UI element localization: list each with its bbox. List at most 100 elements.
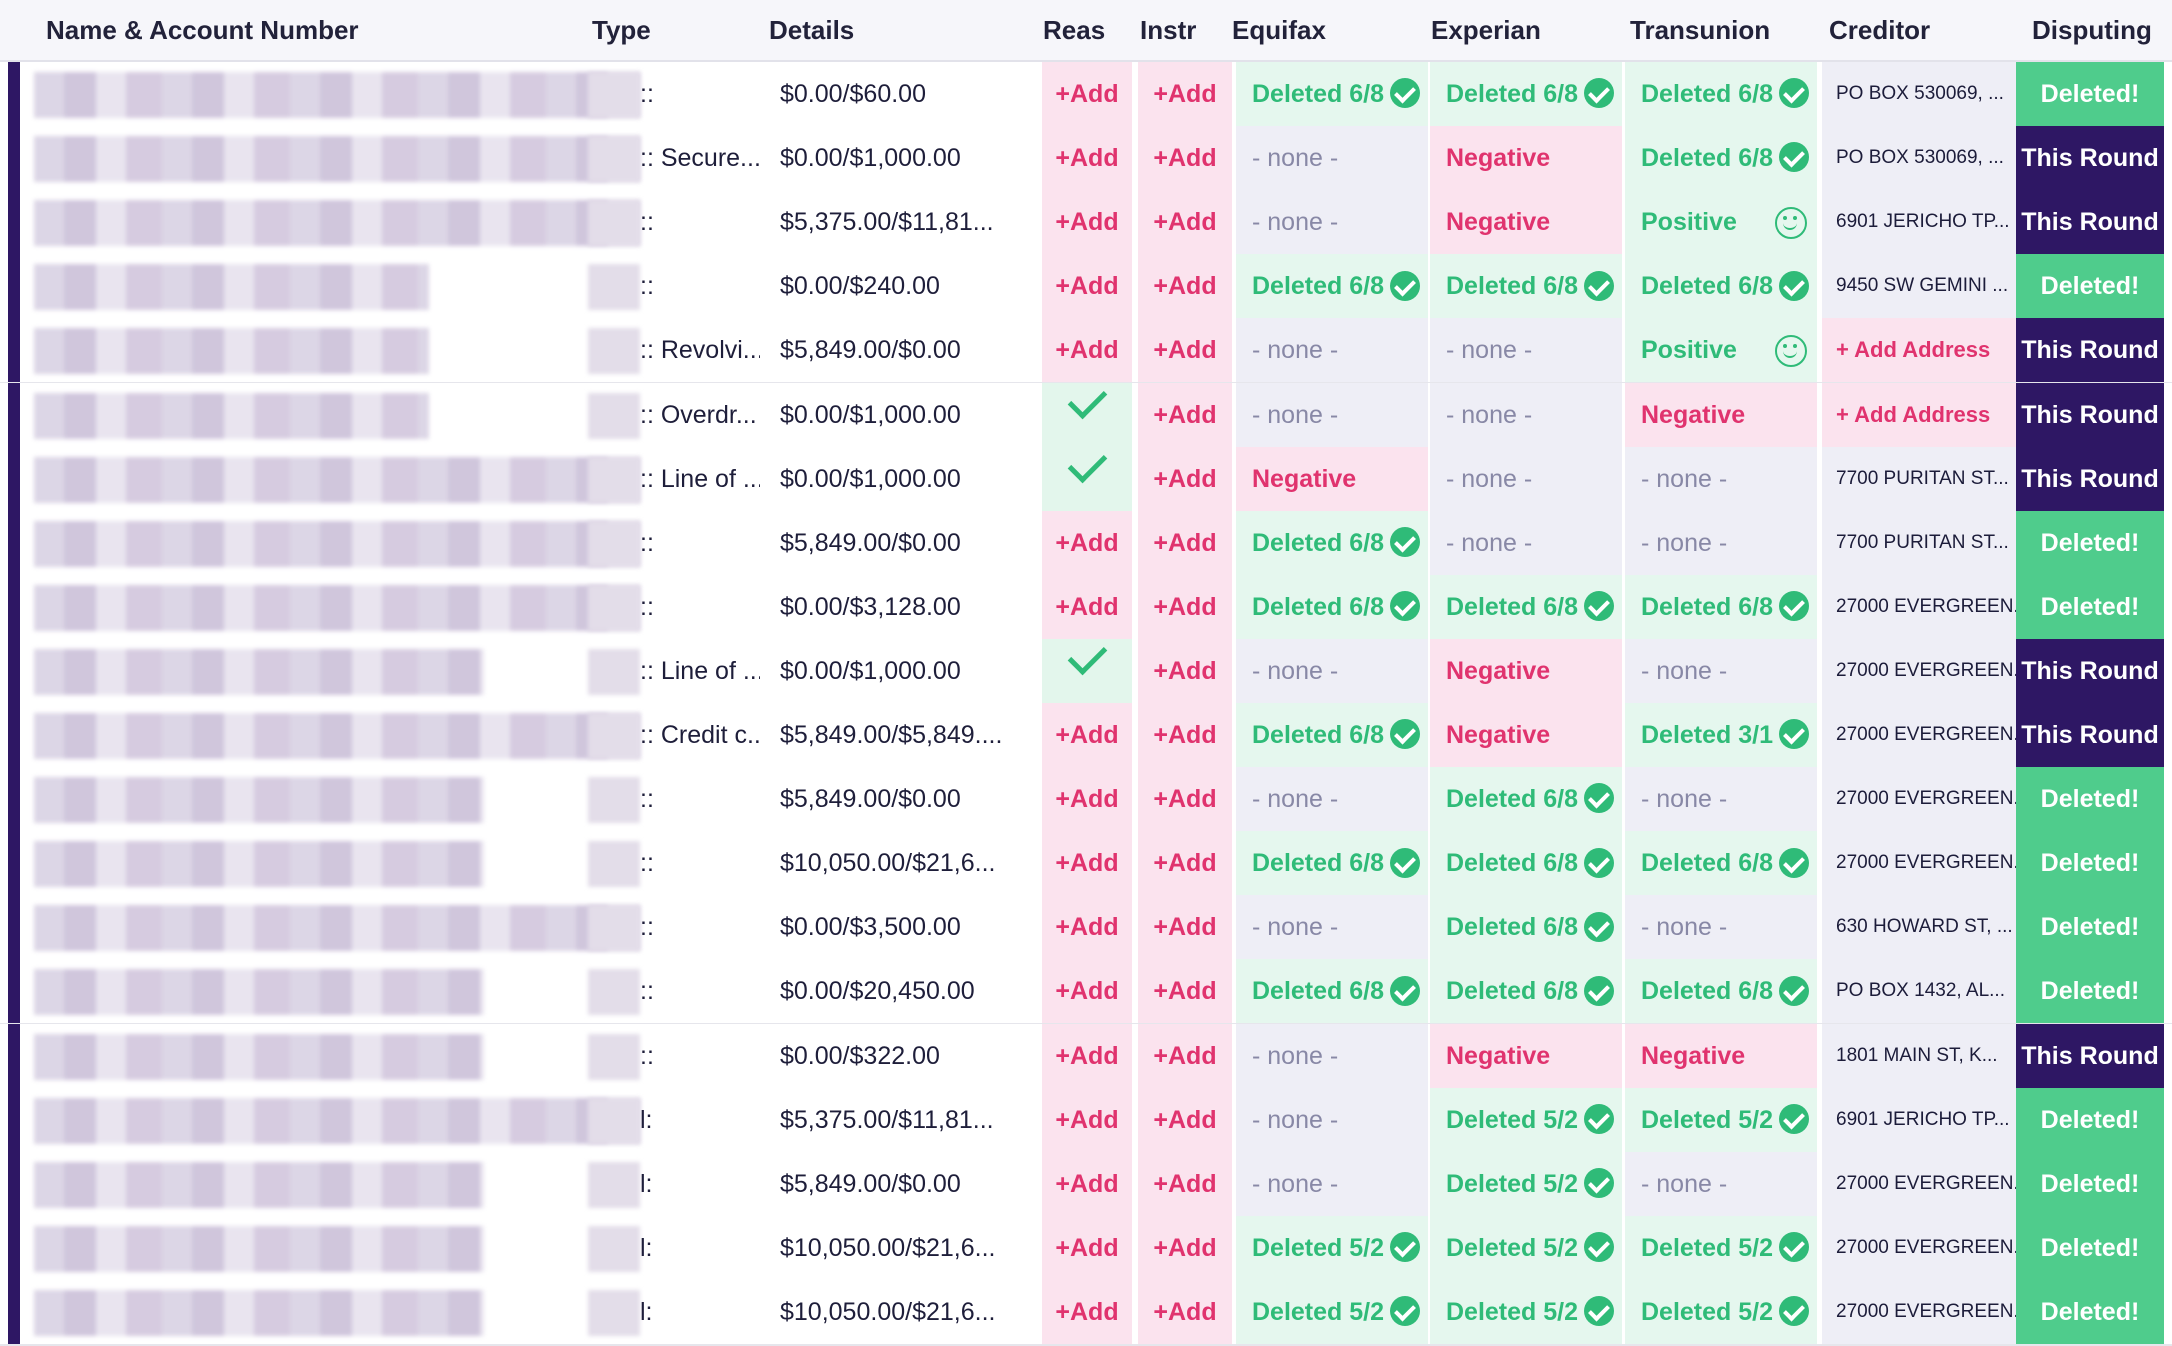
experian-status[interactable]: Deleted 5/2 <box>1430 1279 1622 1344</box>
reason-add-button[interactable]: +Add <box>1042 1087 1132 1152</box>
transunion-status[interactable]: Deleted 6/8 <box>1625 62 1817 126</box>
instruction-add-button[interactable]: +Add <box>1138 767 1232 832</box>
deleted-status-button[interactable]: Deleted! <box>2016 1279 2164 1344</box>
transunion-status[interactable]: - none - <box>1625 510 1817 575</box>
instruction-add-button[interactable]: +Add <box>1138 254 1232 319</box>
deleted-status-button[interactable]: Deleted! <box>2016 959 2164 1024</box>
reason-add-button[interactable]: +Add <box>1042 1215 1132 1280</box>
transunion-status[interactable]: Deleted 3/1 <box>1625 703 1817 767</box>
header-type[interactable]: Type <box>592 15 651 45</box>
deleted-status-button[interactable]: Deleted! <box>2016 831 2164 896</box>
header-transunion[interactable]: Transunion <box>1630 15 1771 45</box>
reason-add-button[interactable]: +Add <box>1042 703 1132 767</box>
reason-add-button[interactable]: +Add <box>1042 767 1132 832</box>
deleted-status-button[interactable]: Deleted! <box>2016 1215 2164 1280</box>
equifax-status[interactable]: Deleted 6/8 <box>1236 831 1428 896</box>
header-disputing[interactable]: Disputing <box>2032 15 2152 45</box>
transunion-status[interactable]: Deleted 6/8 <box>1625 254 1817 319</box>
experian-status[interactable]: - none - <box>1430 382 1622 447</box>
experian-status[interactable]: Deleted 6/8 <box>1430 254 1622 319</box>
transunion-status[interactable]: - none - <box>1625 638 1817 703</box>
instruction-add-button[interactable]: +Add <box>1138 1279 1232 1344</box>
instruction-add-button[interactable]: +Add <box>1138 1087 1232 1152</box>
equifax-status[interactable]: - none - <box>1236 190 1428 255</box>
instruction-add-button[interactable]: +Add <box>1138 1151 1232 1216</box>
experian-status[interactable]: Negative <box>1430 1023 1622 1088</box>
header-details[interactable]: Details <box>769 15 855 45</box>
experian-status[interactable]: - none - <box>1430 446 1622 511</box>
experian-status[interactable]: Deleted 6/8 <box>1430 62 1622 126</box>
deleted-status-button[interactable]: Deleted! <box>2016 510 2164 575</box>
equifax-status[interactable]: Deleted 6/8 <box>1236 254 1428 319</box>
this-round-button[interactable]: This Round <box>2016 126 2164 191</box>
equifax-status[interactable]: Deleted 6/8 <box>1236 62 1428 126</box>
reason-add-button[interactable]: +Add <box>1042 254 1132 319</box>
transunion-status[interactable]: - none - <box>1625 895 1817 960</box>
instruction-add-button[interactable]: +Add <box>1138 703 1232 767</box>
header-creditor[interactable]: Creditor <box>1829 15 1931 45</box>
reason-add-button[interactable]: +Add <box>1042 318 1132 383</box>
reason-add-button[interactable]: +Add <box>1042 1023 1132 1088</box>
header-reas[interactable]: Reas <box>1043 15 1106 45</box>
deleted-status-button[interactable]: Deleted! <box>2016 1087 2164 1152</box>
instruction-add-button[interactable]: +Add <box>1138 1023 1232 1088</box>
transunion-status[interactable]: Deleted 5/2 <box>1625 1279 1817 1344</box>
transunion-status[interactable]: Deleted 5/2 <box>1625 1215 1817 1280</box>
equifax-status[interactable]: - none - <box>1236 126 1428 191</box>
transunion-status[interactable]: - none - <box>1625 767 1817 832</box>
reason-add-button[interactable]: +Add <box>1042 1279 1132 1344</box>
equifax-status[interactable]: Deleted 6/8 <box>1236 574 1428 639</box>
equifax-status[interactable]: Deleted 5/2 <box>1236 1215 1428 1280</box>
instruction-add-button[interactable]: +Add <box>1138 895 1232 960</box>
reason-add-button[interactable]: +Add <box>1042 62 1132 126</box>
experian-status[interactable]: Deleted 6/8 <box>1430 767 1622 832</box>
transunion-status[interactable]: Deleted 5/2 <box>1625 1087 1817 1152</box>
equifax-status[interactable]: - none - <box>1236 1023 1428 1088</box>
instruction-add-button[interactable]: +Add <box>1138 382 1232 447</box>
instruction-add-button[interactable]: +Add <box>1138 126 1232 191</box>
experian-status[interactable]: Deleted 5/2 <box>1430 1215 1622 1280</box>
deleted-status-button[interactable]: Deleted! <box>2016 767 2164 832</box>
deleted-status-button[interactable]: Deleted! <box>2016 62 2164 126</box>
this-round-button[interactable]: This Round <box>2016 446 2164 511</box>
transunion-status[interactable]: Deleted 6/8 <box>1625 126 1817 191</box>
equifax-status[interactable]: - none - <box>1236 638 1428 703</box>
transunion-status[interactable]: Deleted 6/8 <box>1625 574 1817 639</box>
instruction-add-button[interactable]: +Add <box>1138 62 1232 126</box>
add-address-button[interactable]: + Add Address <box>1822 382 2026 447</box>
experian-status[interactable]: Deleted 6/8 <box>1430 959 1622 1024</box>
equifax-status[interactable]: - none - <box>1236 1151 1428 1216</box>
experian-status[interactable]: Deleted 6/8 <box>1430 574 1622 639</box>
this-round-button[interactable]: This Round <box>2016 382 2164 447</box>
reason-add-button[interactable] <box>1042 638 1132 703</box>
experian-status[interactable]: - none - <box>1430 510 1622 575</box>
reason-add-button[interactable]: +Add <box>1042 895 1132 960</box>
equifax-status[interactable]: - none - <box>1236 767 1428 832</box>
instruction-add-button[interactable]: +Add <box>1138 831 1232 896</box>
instruction-add-button[interactable]: +Add <box>1138 318 1232 383</box>
equifax-status[interactable]: Deleted 6/8 <box>1236 510 1428 575</box>
transunion-status[interactable]: - none - <box>1625 446 1817 511</box>
this-round-button[interactable]: This Round <box>2016 318 2164 383</box>
equifax-status[interactable]: - none - <box>1236 318 1428 383</box>
instruction-add-button[interactable]: +Add <box>1138 574 1232 639</box>
header-instr[interactable]: Instr <box>1140 15 1197 45</box>
header-experian[interactable]: Experian <box>1431 15 1541 45</box>
experian-status[interactable]: Deleted 5/2 <box>1430 1151 1622 1216</box>
transunion-status[interactable]: Deleted 6/8 <box>1625 959 1817 1024</box>
deleted-status-button[interactable]: Deleted! <box>2016 254 2164 319</box>
instruction-add-button[interactable]: +Add <box>1138 959 1232 1024</box>
experian-status[interactable]: Deleted 6/8 <box>1430 831 1622 896</box>
reason-add-button[interactable] <box>1042 382 1132 447</box>
instruction-add-button[interactable]: +Add <box>1138 190 1232 255</box>
reason-add-button[interactable]: +Add <box>1042 831 1132 896</box>
experian-status[interactable]: Deleted 5/2 <box>1430 1087 1622 1152</box>
experian-status[interactable]: Negative <box>1430 703 1622 767</box>
experian-status[interactable]: Negative <box>1430 638 1622 703</box>
experian-status[interactable]: Negative <box>1430 190 1622 255</box>
equifax-status[interactable]: Negative <box>1236 446 1428 511</box>
instruction-add-button[interactable]: +Add <box>1138 1215 1232 1280</box>
experian-status[interactable]: Deleted 6/8 <box>1430 895 1622 960</box>
equifax-status[interactable]: Deleted 6/8 <box>1236 959 1428 1024</box>
reason-add-button[interactable]: +Add <box>1042 574 1132 639</box>
